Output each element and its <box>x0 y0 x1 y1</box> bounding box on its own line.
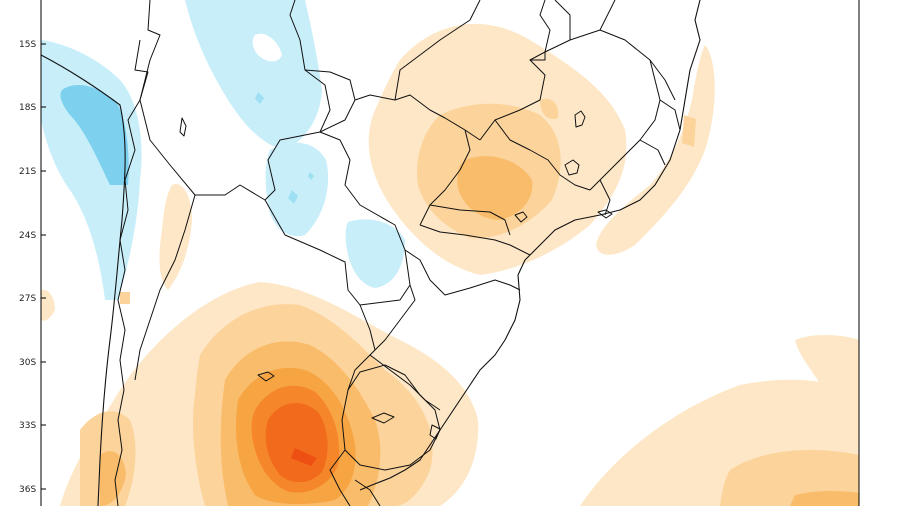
lat-label-30s: 30S <box>19 358 36 368</box>
lat-label-21s: 21S <box>19 167 36 177</box>
lakes <box>179 110 613 440</box>
lat-label-18s: 18S <box>19 103 36 113</box>
map-area <box>40 0 860 506</box>
positive-anomaly-coast-east <box>596 45 715 255</box>
lat-label-27s: 27S <box>19 294 36 304</box>
positive-anomaly-south <box>60 282 479 506</box>
positive-anomaly-small-west <box>41 184 192 321</box>
lat-ticks <box>41 43 46 490</box>
negative-anomaly-north <box>185 0 322 150</box>
positive-anomaly-northeast <box>368 23 627 276</box>
negative-anomaly-central <box>265 142 405 288</box>
country-borders <box>40 0 701 506</box>
positive-anomaly-southeast <box>580 335 859 506</box>
negative-anomaly-west <box>41 40 142 300</box>
latitude-axis: 15S 18S 21S 24S 27S 30S 33S 36S <box>19 40 46 495</box>
lat-label-33s: 33S <box>19 421 36 431</box>
lat-label-24s: 24S <box>19 231 36 241</box>
lat-label-36s: 36S <box>19 485 36 495</box>
lat-label-15s: 15S <box>19 40 36 50</box>
